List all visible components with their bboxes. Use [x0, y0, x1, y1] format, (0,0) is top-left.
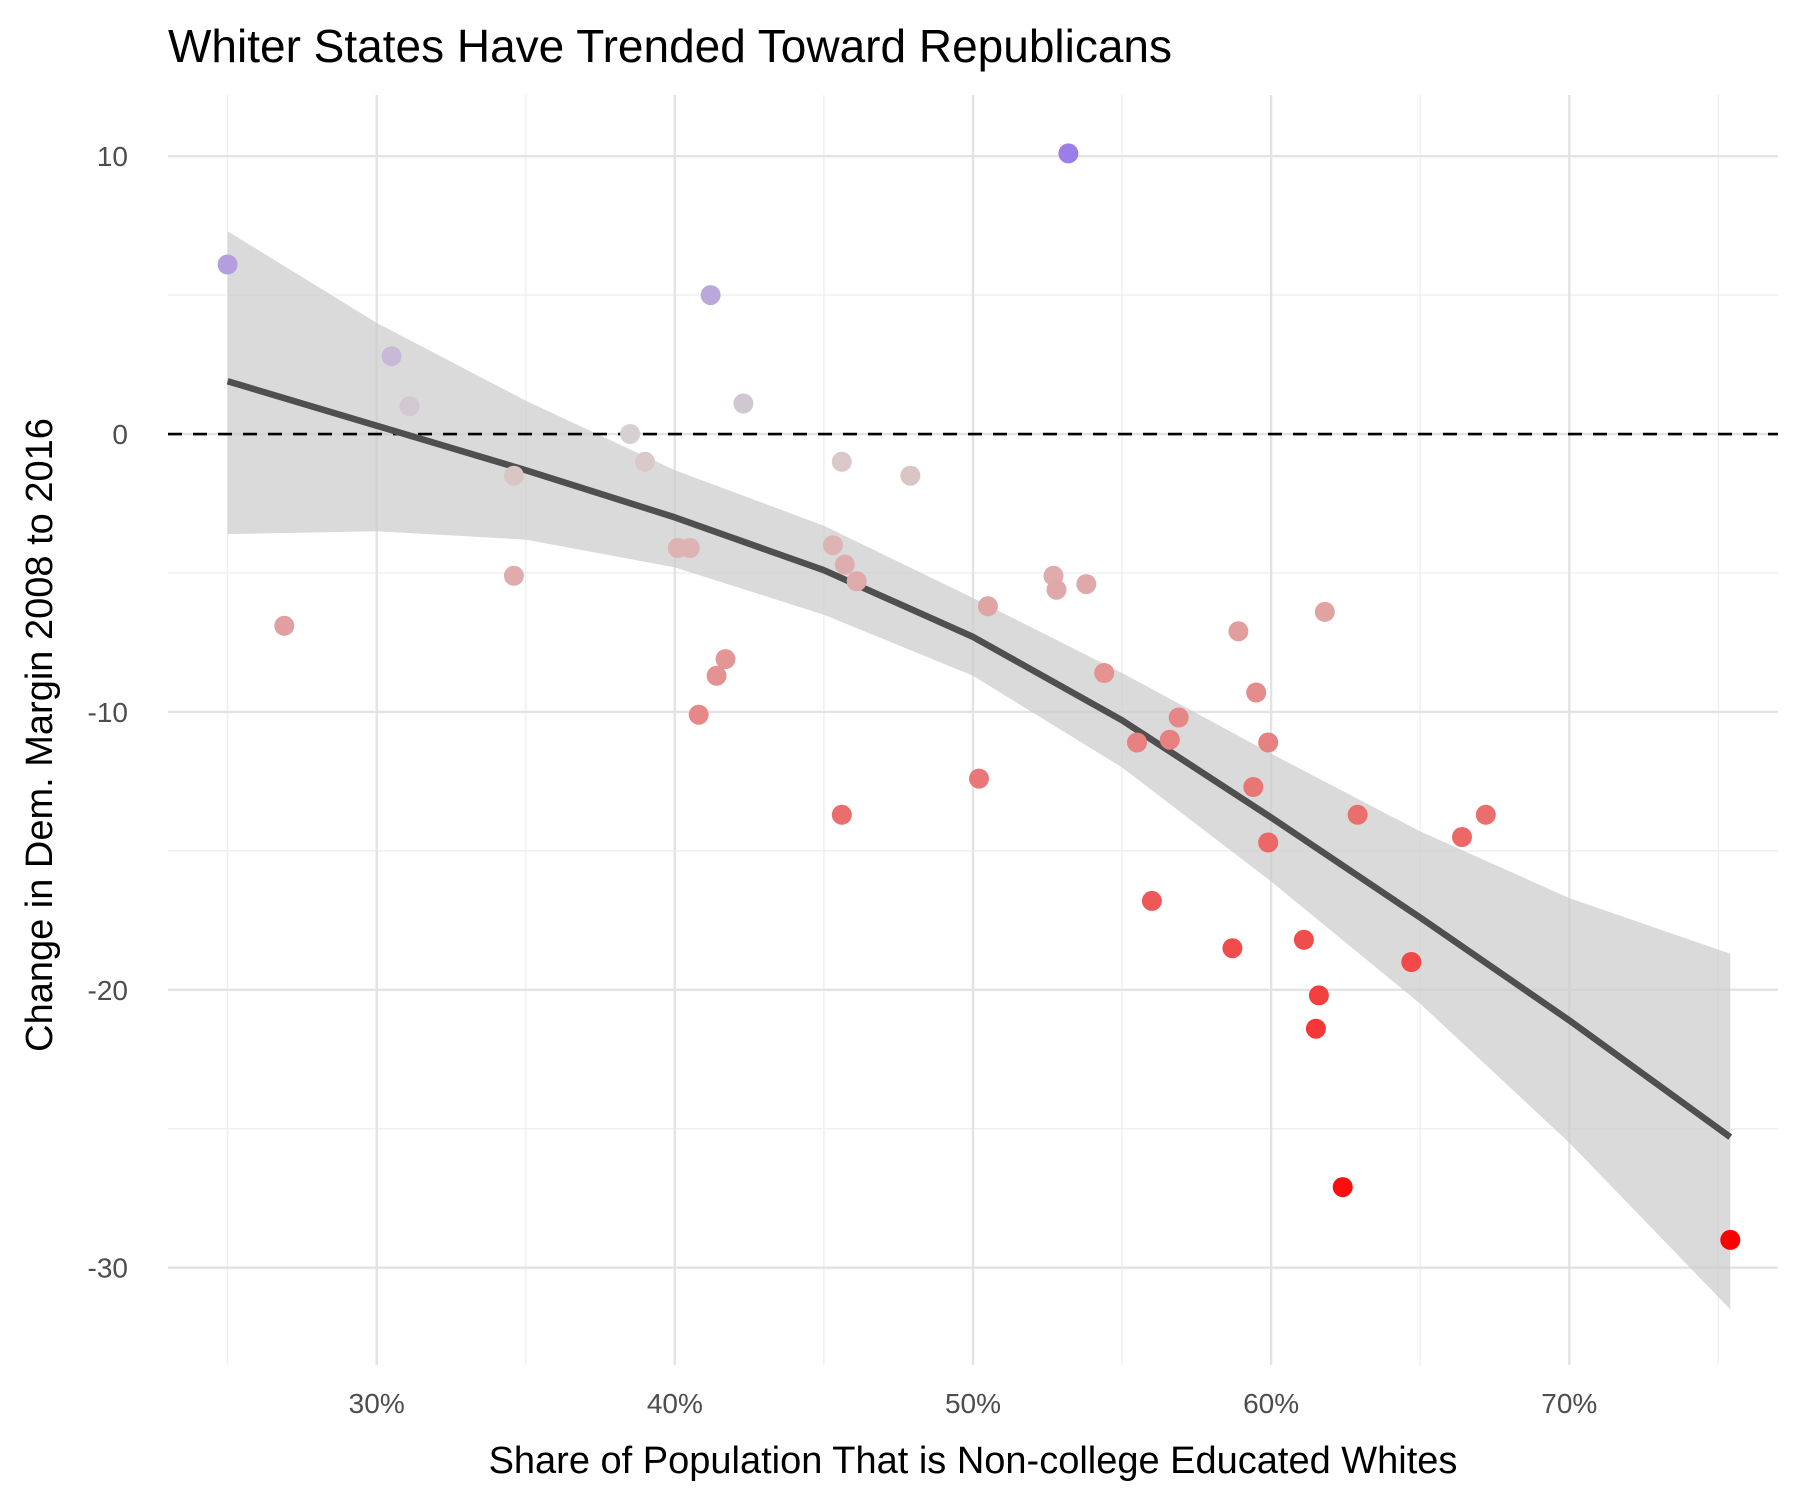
x-tick-label: 40%: [647, 1388, 703, 1419]
y-tick-label: -10: [88, 697, 128, 728]
data-point: [1347, 804, 1368, 825]
data-point: [1314, 601, 1335, 622]
data-point: [846, 571, 867, 592]
trend-line-layer: [226, 378, 1733, 1140]
y-tick-label: 0: [112, 419, 128, 450]
data-point: [1127, 732, 1147, 753]
data-point: [1308, 985, 1329, 1006]
data-point: [733, 393, 754, 414]
data-point: [700, 285, 721, 306]
data-point: [1076, 574, 1097, 595]
y-axis-label: Change in Dem. Margin 2008 to 2016: [19, 418, 61, 1052]
confidence-band: [227, 231, 1731, 1310]
x-axis-label: Share of Population That is Non-college …: [489, 1440, 1458, 1482]
data-point: [1243, 777, 1264, 797]
data-point: [831, 451, 852, 472]
y-tick-label: -30: [88, 1253, 128, 1284]
data-point: [1228, 621, 1249, 642]
data-point: [679, 538, 700, 558]
data-point: [1258, 832, 1279, 853]
x-tick-label: 30%: [349, 1388, 405, 1419]
data-point: [1293, 929, 1314, 950]
data-point: [969, 768, 989, 789]
data-point: [217, 254, 238, 275]
data-point: [822, 535, 843, 556]
y-axis-ticks: -30 -20 -10 0 10: [88, 141, 128, 1284]
data-point: [1222, 938, 1243, 959]
data-point: [1332, 1177, 1353, 1198]
data-point: [620, 424, 641, 444]
trend-line: [226, 378, 1733, 1140]
data-point: [1141, 890, 1162, 911]
y-tick-label: -20: [88, 975, 128, 1006]
x-tick-label: 50%: [945, 1388, 1001, 1419]
data-point: [706, 665, 727, 686]
x-axis-ticks: 30% 40% 50% 60% 70%: [349, 1388, 1598, 1419]
data-point: [1246, 682, 1267, 703]
data-point: [1168, 707, 1189, 728]
data-point: [715, 649, 736, 670]
data-point: [635, 451, 655, 472]
data-point: [1159, 729, 1180, 750]
data-point: [503, 465, 524, 486]
data-point: [1046, 579, 1067, 600]
data-points: [217, 143, 1741, 1250]
data-point: [1401, 952, 1422, 972]
data-point: [1452, 827, 1472, 847]
major-gridlines: [168, 95, 1778, 1365]
data-point: [1094, 663, 1115, 683]
data-point: [831, 804, 852, 825]
data-point: [977, 596, 998, 617]
data-point: [1058, 143, 1079, 164]
data-point: [274, 615, 295, 636]
x-tick-label: 70%: [1541, 1388, 1597, 1419]
data-point: [381, 346, 402, 367]
data-point: [1475, 804, 1496, 825]
data-point: [1720, 1229, 1741, 1250]
y-tick-label: 10: [97, 141, 128, 172]
data-point: [688, 704, 709, 725]
confidence-band-layer: [227, 231, 1731, 1310]
data-point: [834, 554, 855, 575]
data-point: [399, 396, 420, 417]
data-point: [503, 565, 524, 586]
data-point: [1305, 1018, 1326, 1039]
data-point: [900, 465, 921, 486]
data-point: [1258, 732, 1279, 753]
x-tick-label: 60%: [1243, 1388, 1299, 1419]
chart-title: Whiter States Have Trended Toward Republ…: [168, 20, 1172, 72]
